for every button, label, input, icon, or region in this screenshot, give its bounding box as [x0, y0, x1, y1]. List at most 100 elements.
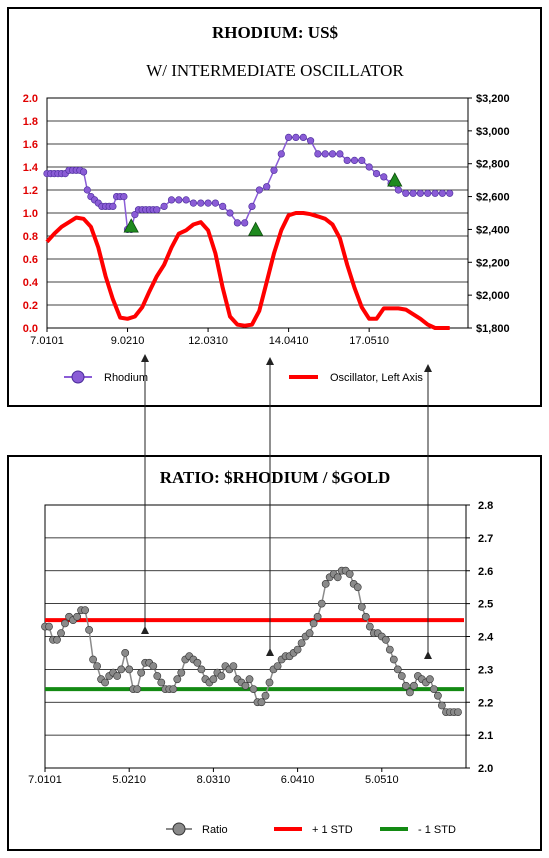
- legend-ratio-marker: [172, 822, 186, 836]
- bottom-chart-title: RATIO: $RHODIUM / $GOLD: [160, 468, 391, 487]
- bottom-right-axis: 2.0 2.1 2.2 2.3 2.4 2.5 2.6 2.7 2.8: [466, 500, 494, 775]
- triangle-marker: [123, 218, 139, 233]
- ratio-point: [397, 672, 406, 680]
- ratio-point: [149, 662, 158, 670]
- rhodium-point: [299, 133, 307, 141]
- ratio-point: [93, 662, 101, 670]
- rhodium-point: [285, 133, 293, 141]
- ratio-series: [41, 566, 462, 716]
- rhodium-point: [120, 193, 128, 201]
- x-tick-label: 7.0101: [28, 774, 62, 786]
- left-tick-label: 2.0: [23, 93, 38, 105]
- triangle-marker: [387, 172, 403, 187]
- legend-rhodium-label: Rhodium: [104, 372, 148, 384]
- ratio-point: [217, 672, 226, 680]
- ratio-point: [113, 672, 122, 680]
- ratio-point: [89, 655, 97, 664]
- left-tick-label: 0.0: [23, 323, 38, 335]
- ratio-point: [173, 675, 182, 684]
- rhodium-point: [160, 202, 168, 210]
- rhodium-point: [350, 156, 359, 164]
- x-tick-label: 14.0410: [269, 335, 309, 347]
- ratio-point: [309, 619, 318, 628]
- rhodium-point: [182, 196, 190, 204]
- rhodium-point: [424, 189, 432, 197]
- right-tick-label: $2,800: [476, 159, 510, 171]
- ratio-point: [101, 678, 109, 687]
- rhodium-point: [358, 156, 366, 164]
- left-tick-label: 0.6: [23, 254, 38, 266]
- ratio-point: [193, 658, 202, 667]
- ratio-point: [241, 681, 250, 690]
- right-tick-label: $2,200: [476, 257, 510, 269]
- top-right-axis: $1,800 $2,000 $2,200 $2,400 $2,600 $2,800 $3,0…: [468, 93, 510, 335]
- rhodium-point: [409, 189, 417, 197]
- rhodium-point: [394, 186, 403, 194]
- ratio-point: [169, 685, 178, 693]
- right-tick-label: 2.7: [478, 533, 493, 545]
- rhodium-point: [402, 189, 410, 197]
- rhodium-point: [438, 189, 447, 197]
- ratio-point: [361, 612, 370, 621]
- ratio-point: [265, 678, 274, 687]
- ratio-point: [249, 685, 258, 693]
- ratio-point: [73, 612, 81, 621]
- ratio-point: [125, 665, 134, 674]
- ratio-point: [53, 635, 61, 644]
- ratio-point: [305, 629, 314, 638]
- rhodium-point: [167, 196, 176, 204]
- rhodium-point: [109, 202, 117, 210]
- x-tick-label: 8.0310: [197, 774, 231, 786]
- ratio-point: [365, 622, 374, 631]
- rhodium-point: [277, 150, 285, 158]
- x-tick-label: 17.0510: [349, 335, 389, 347]
- rhodium-point: [204, 199, 212, 207]
- right-tick-label: $3,000: [476, 126, 510, 138]
- ratio-point: [229, 662, 238, 670]
- rhodium-point: [263, 183, 271, 191]
- ratio-point: [261, 691, 270, 700]
- rhodium-point: [189, 199, 197, 207]
- top-legend: Rhodium Oscillator, Left Axis: [64, 370, 423, 384]
- ratio-point: [385, 645, 394, 654]
- ratio-point: [321, 580, 330, 588]
- rhodium-point: [175, 196, 183, 204]
- left-tick-label: 0.8: [23, 231, 38, 243]
- legend-oscillator-label: Oscillator, Left Axis: [330, 372, 423, 384]
- ratio-point: [437, 701, 446, 710]
- right-tick-label: $3,200: [476, 93, 510, 105]
- rhodium-point: [343, 156, 351, 164]
- x-tick-label: 5.0210: [112, 774, 146, 786]
- ratio-point: [345, 570, 354, 578]
- rhodium-point: [211, 199, 219, 207]
- right-tick-label: 2.1: [478, 730, 493, 742]
- ratio-point: [137, 668, 146, 677]
- ratio-point: [153, 672, 162, 680]
- right-tick-label: $2,000: [476, 290, 510, 302]
- top-chart-title: RHODIUM: US$: [212, 23, 339, 42]
- ratio-point: [45, 622, 53, 631]
- triangle-markers: [123, 172, 403, 236]
- rhodium-point: [255, 186, 263, 194]
- left-tick-label: 1.2: [23, 185, 38, 197]
- ratio-point: [401, 681, 410, 690]
- right-tick-label: 2.4: [478, 632, 494, 644]
- right-tick-label: 2.6: [478, 566, 493, 578]
- ratio-point: [429, 685, 438, 693]
- ratio-point: [313, 612, 322, 621]
- ratio-point: [409, 681, 418, 690]
- ratio-point: [197, 665, 206, 674]
- left-tick-label: 1.8: [23, 116, 38, 128]
- rhodium-point: [292, 133, 300, 141]
- ratio-point: [454, 708, 462, 716]
- top-x-axis: 7.0101 9.0210 12.0310 14.0410 17.0510: [30, 328, 389, 347]
- rhodium-point: [197, 199, 205, 207]
- x-tick-label: 6.0410: [281, 774, 315, 786]
- right-tick-label: $2,400: [476, 224, 510, 236]
- rhodium-point: [372, 170, 381, 178]
- ratio-point: [245, 675, 254, 684]
- x-tick-label: 5.0510: [365, 774, 399, 786]
- bottom-legend: Ratio + 1 STD - 1 STD: [166, 822, 456, 836]
- top-gridlines: [47, 97, 468, 329]
